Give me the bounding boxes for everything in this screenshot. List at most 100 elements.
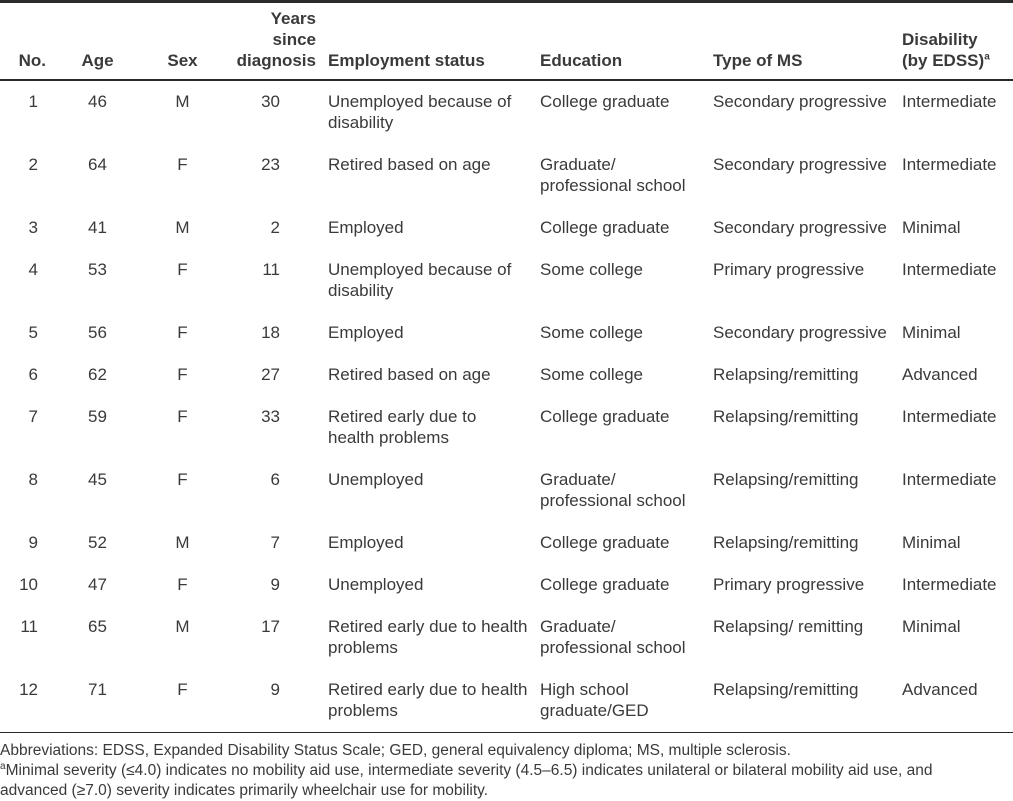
- table-row: 1 46 M 30 Unemployed because of disability Co…: [0, 80, 1013, 144]
- cell-years: 30: [261, 92, 280, 111]
- cell-sex: F: [177, 470, 188, 489]
- table-row: 2 64 F 23 Retired based on age Graduate/ prof…: [0, 144, 1013, 207]
- cell-type_ms: Primary progressive: [713, 575, 865, 594]
- cell-education: Some college: [540, 323, 644, 342]
- cell-years: 2: [270, 218, 280, 237]
- cell-sex: F: [177, 407, 188, 426]
- table-header-row: No. Age Sex Years since diagnosis Employment…: [0, 0, 1013, 81]
- cell-no: 11: [20, 617, 38, 636]
- cell-employment: Employed: [328, 533, 404, 552]
- cell-no: 12: [19, 680, 38, 699]
- table-body: 1 46 M 30 Unemployed because of disability Co…: [0, 80, 1013, 732]
- cell-disability: Advanced: [902, 680, 978, 699]
- table-row: 4 53 F 11 Unemployed because of disability So…: [0, 249, 1013, 312]
- cell-type_ms: Relapsing/ remitting: [713, 617, 864, 636]
- cell-disability: Minimal: [902, 323, 961, 342]
- cell-type_ms: Secondary progressive: [713, 323, 887, 342]
- table-row: 12 71 F 9 Retired early due to health proble…: [0, 669, 1013, 732]
- cell-type_ms: Secondary progressive: [713, 218, 887, 237]
- cell-sex: F: [177, 323, 188, 342]
- cell-type_ms: Secondary progressive: [713, 92, 887, 111]
- cell-disability: Intermediate: [902, 92, 997, 111]
- cell-disability: Intermediate: [902, 470, 997, 489]
- cell-no: 3: [28, 218, 38, 237]
- table-row: 10 47 F 9 Unemployed College graduate Primary …: [0, 564, 1013, 606]
- cell-education: College graduate: [540, 92, 670, 111]
- cell-age: 45: [88, 470, 107, 489]
- cell-employment: Employed: [328, 218, 404, 237]
- column-header-education: Education: [540, 0, 713, 81]
- cell-no: 6: [28, 365, 38, 384]
- cell-age: 53: [88, 260, 107, 279]
- cell-years: 23: [261, 155, 280, 174]
- column-header-sex: Sex: [135, 0, 230, 81]
- cell-disability: Intermediate: [902, 575, 997, 594]
- footnote-marker-a: a: [0, 760, 6, 772]
- column-header-years: Years since diagnosis: [230, 0, 318, 81]
- cell-age: 64: [88, 155, 107, 174]
- cell-sex: F: [177, 260, 188, 279]
- cell-education: Some college: [540, 365, 644, 384]
- cell-years: 33: [261, 407, 280, 426]
- table-header: No. Age Sex Years since diagnosis Employment…: [0, 0, 1013, 81]
- cell-education: Graduate/ professional school: [540, 617, 686, 657]
- cell-no: 2: [28, 155, 38, 174]
- cell-years: 18: [261, 323, 280, 342]
- cell-no: 10: [19, 575, 38, 594]
- cell-no: 8: [28, 470, 38, 489]
- table-row: 7 59 F 33 Retired early due to health proble…: [0, 396, 1013, 459]
- cell-disability: Minimal: [902, 533, 961, 552]
- cell-years: 9: [270, 575, 280, 594]
- cell-years: 7: [270, 533, 280, 552]
- column-header-employment: Employment status: [318, 0, 540, 81]
- cell-years: 27: [261, 365, 280, 384]
- column-header-disability: Disability (by EDSS)a: [902, 0, 1013, 81]
- table-row: 11 65 M 17 Retired early due to health probl…: [0, 606, 1013, 669]
- cell-no: 1: [28, 92, 38, 111]
- cell-employment: Retired early due to health problems: [328, 617, 528, 657]
- cell-education: College graduate: [540, 407, 670, 426]
- cell-employment: Unemployed because of disability: [328, 260, 512, 300]
- cell-disability: Minimal: [902, 617, 961, 636]
- cell-sex: F: [177, 155, 188, 174]
- cell-employment: Retired based on age: [328, 155, 491, 174]
- cell-age: 56: [88, 323, 107, 342]
- abbreviations-note: Abbreviations: EDSS, Expanded Disability…: [0, 742, 791, 759]
- cell-sex: M: [175, 92, 190, 111]
- column-header-age: Age: [60, 0, 135, 81]
- cell-sex: F: [177, 680, 188, 699]
- cell-sex: F: [177, 365, 188, 384]
- cell-employment: Retired early due to health problems: [328, 407, 477, 447]
- cell-age: 71: [88, 680, 107, 699]
- cell-age: 59: [88, 407, 107, 426]
- cell-employment: Unemployed: [328, 575, 424, 594]
- cell-years: 9: [270, 680, 280, 699]
- cell-disability: Minimal: [902, 218, 961, 237]
- cell-disability: Intermediate: [902, 155, 997, 174]
- cell-type_ms: Relapsing/remitting: [713, 533, 859, 552]
- table-row: 8 45 F 6 Unemployed Graduate/ professional sc…: [0, 459, 1013, 522]
- cell-sex: M: [175, 533, 190, 552]
- cell-employment: Employed: [328, 323, 404, 342]
- cell-employment: Retired based on age: [328, 365, 491, 384]
- cell-education: College graduate: [540, 218, 670, 237]
- cell-education: Some college: [540, 260, 644, 279]
- cell-disability: Advanced: [902, 365, 978, 384]
- cell-sex: M: [175, 218, 190, 237]
- table-row: 5 56 F 18 Employed Some college Secondary prog…: [0, 312, 1013, 354]
- cell-education: College graduate: [540, 575, 670, 594]
- cell-no: 9: [28, 533, 38, 552]
- cell-education: Graduate/ professional school: [540, 470, 686, 510]
- cell-no: 7: [28, 407, 38, 426]
- column-header-type_ms: Type of MS: [713, 0, 902, 81]
- cell-age: 46: [88, 92, 107, 111]
- cell-education: College graduate: [540, 533, 670, 552]
- cell-education: Graduate/ professional school: [540, 155, 686, 195]
- cell-age: 47: [88, 575, 107, 594]
- cell-education: High school graduate/GED: [540, 680, 649, 720]
- cell-years: 6: [270, 470, 280, 489]
- cell-employment: Unemployed: [328, 470, 424, 489]
- cell-employment: Unemployed because of disability: [328, 92, 512, 132]
- cell-age: 52: [88, 533, 107, 552]
